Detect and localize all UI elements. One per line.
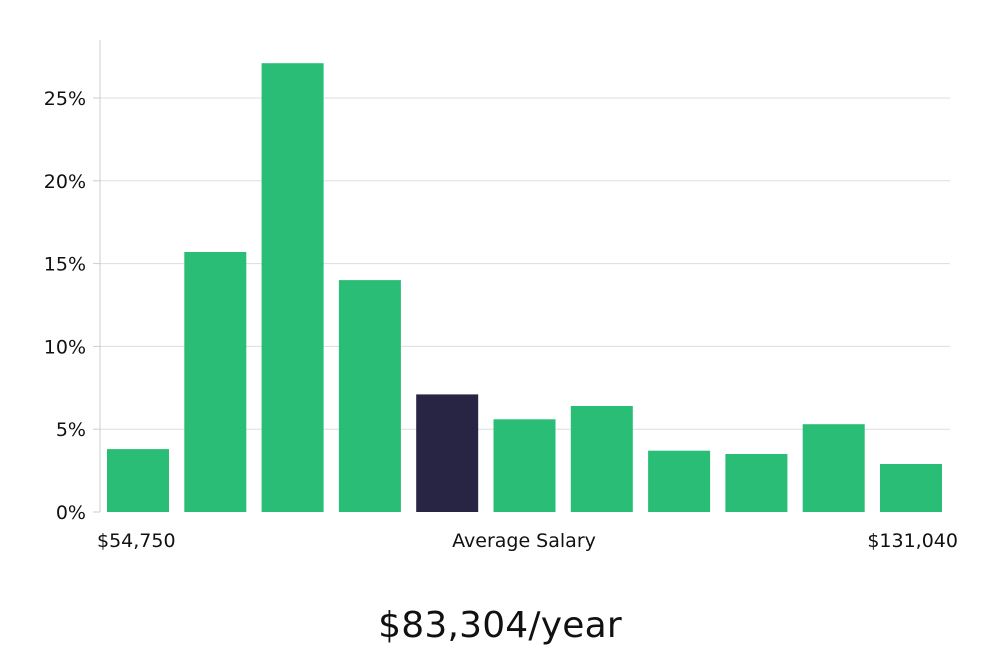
bar xyxy=(648,450,711,512)
bar xyxy=(880,464,942,512)
bar xyxy=(261,63,324,512)
y-tick-label: 10% xyxy=(44,336,86,358)
chart-svg: 0% 5% 10% 15% 20% 25% $54,750 Average Salary … xyxy=(44,40,958,552)
bars xyxy=(107,63,942,512)
x-label-average: Average Salary xyxy=(452,530,596,552)
average-salary-headline: $83,304/year xyxy=(378,605,622,646)
y-tick-label: 5% xyxy=(56,419,86,441)
bar xyxy=(570,406,633,512)
x-label-min: $54,750 xyxy=(97,530,176,552)
bar xyxy=(184,252,247,512)
y-tick-label: 20% xyxy=(44,171,86,193)
bar xyxy=(725,454,788,512)
y-tick-label: 25% xyxy=(44,88,86,110)
bar-average xyxy=(416,394,479,512)
bar xyxy=(107,449,169,512)
y-tick-label: 0% xyxy=(56,502,86,524)
x-axis-labels: $54,750 Average Salary $131,040 xyxy=(97,530,958,552)
bar xyxy=(802,424,865,512)
bar xyxy=(493,419,556,512)
bar xyxy=(338,280,401,512)
y-tick-label: 15% xyxy=(44,254,86,276)
y-tick-labels: 0% 5% 10% 15% 20% 25% xyxy=(44,88,100,524)
x-label-max: $131,040 xyxy=(867,530,958,552)
